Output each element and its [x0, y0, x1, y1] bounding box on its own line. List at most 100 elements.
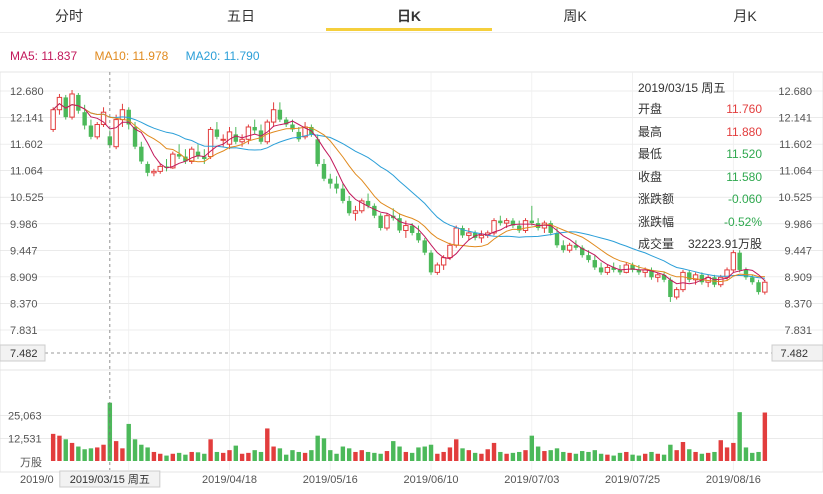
candle-body: [132, 126, 138, 147]
ma20-line: [52, 102, 765, 279]
info-row-high: 最高 11.880: [638, 121, 762, 144]
crosshair-price-right: 7.482: [780, 348, 808, 360]
candle-body: [283, 119, 289, 125]
volume-bar: [428, 444, 434, 461]
volume-bar: [346, 448, 352, 461]
candle-body: [762, 281, 768, 293]
candle-body: [359, 200, 365, 212]
volume-bar: [466, 450, 472, 461]
volume-bar: [126, 423, 131, 461]
price-tick-right: 9.986: [784, 219, 812, 231]
price-tick-left: 8.909: [10, 272, 38, 284]
volume-bar: [151, 451, 157, 461]
candle-body: [750, 277, 755, 283]
volume-bar: [756, 451, 761, 461]
candle-body: [573, 245, 579, 248]
price-tick-right: 11.602: [779, 139, 812, 151]
volume-bar: [265, 428, 270, 461]
candle-body: [566, 244, 573, 251]
volume-bar: [592, 450, 598, 461]
candle-body: [522, 220, 529, 231]
candle-body: [164, 166, 169, 168]
tab-monthly-k[interactable]: 月K: [733, 8, 757, 24]
volume-bar: [447, 447, 453, 461]
candle-body: [270, 109, 277, 123]
volume-bar: [674, 450, 679, 461]
price-tick-left: 8.370: [10, 298, 38, 310]
volume-bar: [164, 455, 169, 461]
volume-bar: [63, 439, 68, 461]
ma5-line: [52, 102, 766, 285]
candle-body: [189, 148, 195, 162]
tab-five-day[interactable]: 五日: [227, 8, 255, 24]
candle-body: [340, 188, 346, 201]
candle-body: [460, 228, 465, 236]
info-row-low: 最低 11.520: [638, 143, 762, 166]
info-row-open: 开盘 11.760: [638, 98, 762, 121]
price-tick-right: 12.141: [778, 113, 812, 125]
candle-body: [604, 266, 611, 273]
candle-body: [649, 269, 654, 278]
tab-weekly-k[interactable]: 周K: [563, 8, 587, 24]
info-label: 涨跌幅: [638, 214, 675, 229]
candle-body: [233, 134, 239, 142]
candle-body: [113, 119, 119, 148]
info-value: 11.880: [726, 124, 762, 139]
volume-bar: [617, 452, 623, 461]
candle-body: [296, 131, 301, 140]
candle-body: [447, 244, 453, 259]
volume-bar: [88, 448, 94, 461]
volume-bar: [120, 448, 125, 461]
candle-body: [207, 128, 214, 158]
volume-bar: [227, 450, 232, 461]
volume-bar: [409, 452, 415, 461]
candle-body: [510, 220, 516, 226]
volume-bar: [535, 446, 541, 461]
candle-body: [611, 267, 616, 270]
candle-body: [119, 109, 126, 121]
candle-body: [63, 97, 68, 118]
candle-body: [453, 227, 459, 246]
candle-body: [315, 139, 320, 164]
volume-bar: [642, 453, 648, 461]
price-tick-left: 11.602: [10, 139, 43, 151]
volume-bar: [630, 454, 635, 461]
price-tick-right: 8.909: [784, 272, 812, 284]
volume-bar: [491, 442, 497, 461]
volume-bar: [661, 454, 667, 461]
candle-body: [466, 232, 472, 236]
candle-body: [554, 232, 560, 246]
volume-bar: [498, 451, 503, 461]
volume-bar: [101, 444, 106, 461]
candle-body: [598, 267, 604, 273]
candle-body: [139, 146, 144, 162]
volume-bar: [195, 452, 201, 461]
volume-bar: [548, 450, 553, 461]
info-value: 11.760: [726, 102, 762, 116]
volume-bar: [737, 412, 742, 461]
volume-bar: [239, 453, 245, 461]
volume-bar: [82, 449, 87, 461]
volume-tick: 25,063: [8, 411, 42, 423]
tab-daily-k[interactable]: 日K: [396, 8, 422, 24]
volume-bar: [132, 439, 138, 461]
volume-bar: [479, 453, 484, 461]
candle-body: [661, 274, 667, 280]
volume-bar: [378, 453, 383, 461]
active-tab-indicator: [326, 28, 492, 31]
price-tick-left: 12.680: [10, 86, 44, 98]
volume-tick: 12,531: [8, 433, 42, 445]
candle-body: [743, 269, 749, 278]
volume-bar: [567, 452, 572, 461]
info-row-close: 收盘 11.580: [638, 166, 762, 189]
candle-body: [561, 245, 566, 251]
candle-body: [699, 274, 705, 283]
volume-bar: [158, 453, 163, 461]
price-tick-left: 11.064: [10, 166, 43, 178]
tab-intraday[interactable]: 分时: [55, 8, 83, 24]
candle-body: [214, 129, 220, 137]
info-value: 11.520: [726, 147, 762, 161]
candle-body: [503, 220, 510, 224]
crosshair-price-box-left: [0, 344, 46, 362]
